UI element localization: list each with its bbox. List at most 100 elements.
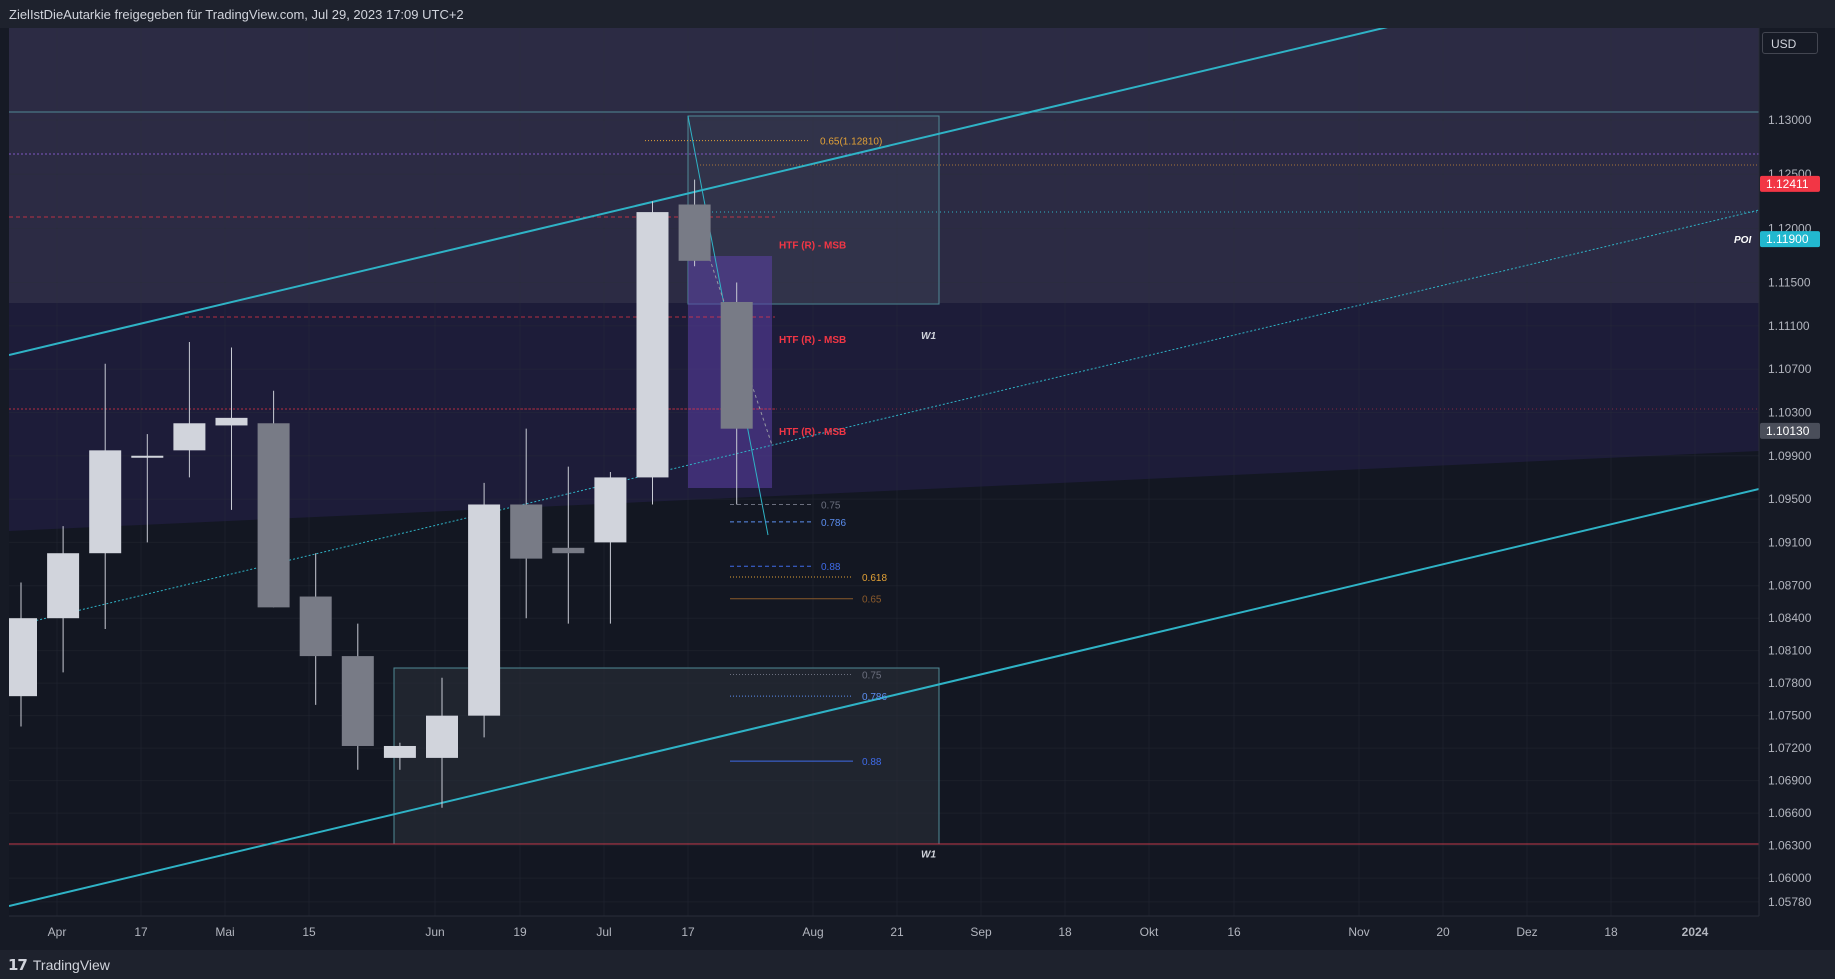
fib-level-label: 0.75 [821,500,841,511]
fib-level-label: 0.88 [821,562,841,573]
annotation-label: W1 [921,331,936,342]
price-label-text: 1.10130 [1766,424,1810,438]
fib-anchor-line-2 [699,229,773,446]
fib-level-label: 0.618 [862,573,887,584]
candle [468,482,501,738]
x-tick-label: 15 [302,925,316,939]
brand[interactable]: 𝟭𝟳 TradingView [8,956,110,974]
x-tick-label: Okt [1140,925,1159,939]
x-tick-label: 16 [1227,925,1241,939]
x-tick-label: 2024 [1682,925,1709,939]
fib-level-label: 0.786 [821,518,846,529]
annotation-label: HTF (R) - MSB [779,335,846,346]
candle-body [173,423,206,451]
annotation-label: POI [1734,235,1751,246]
candle-body [299,596,332,657]
x-tick-label: 19 [513,925,527,939]
candles [9,179,753,808]
candle [47,526,80,673]
candle [383,742,416,770]
annotation-label: HTF (R) - MSB [779,241,846,252]
fib-level-label: 0.65(1.12810) [820,137,882,148]
y-tick-label: 1.10300 [1768,405,1812,419]
price-label-text: 1.11900 [1766,232,1809,246]
y-tick-label: 1.07800 [1768,676,1812,690]
y-tick-label: 1.08700 [1768,579,1812,593]
candle [89,363,122,630]
channel-lower-line [9,488,1759,907]
candle-body [9,618,37,697]
candle-body [552,547,585,554]
y-tick-label: 1.06000 [1768,871,1812,885]
candle-body [594,477,627,543]
price-label-bg [1760,422,1820,439]
y-tick-label: 1.09100 [1768,535,1812,549]
price-label-text: 1.12411 [1766,177,1809,191]
supply-zone [9,303,1759,531]
fib-level-label: 0.88 [862,757,882,768]
candle [173,342,206,478]
fib-levels: 0.65(1.12810) 0.75 0.786 0.88 0.618 0.65 0.75 0… [645,137,887,768]
x-tick-label: Dez [1516,925,1537,939]
share-info: ZielIstDieAutarkie freigegeben für Tradi… [9,7,464,22]
y-tick-label: 1.06900 [1768,774,1812,788]
x-tick-label: 17 [134,925,148,939]
candle-body [131,455,164,458]
y-tick-label: 1.09500 [1768,492,1812,506]
candle [552,466,585,624]
candle-body [678,204,711,261]
y-tick-label: 1.10700 [1768,362,1812,376]
x-tick-label: Jul [596,925,611,939]
currency-button[interactable]: USD [1762,32,1818,54]
candle [299,553,332,705]
x-axis-panel [9,917,1759,950]
price-labels: 1.12411 1.11900 1.10130 [1760,175,1820,439]
candle-body [510,504,543,559]
candle-body [720,301,753,429]
y-tick-label: 1.05780 [1768,895,1812,909]
y-tick-label: 1.07500 [1768,709,1812,723]
candle-body [257,423,290,608]
price-label-bg [1760,231,1820,248]
brand-label: TradingView [32,957,110,973]
candle [131,434,164,543]
y-tick-label: 1.09900 [1768,449,1812,463]
x-tick-label: Nov [1348,925,1369,939]
x-tick-label: Apr [48,925,67,939]
candle [341,623,374,770]
candle-body [426,715,458,758]
x-tick-label: Mai [215,925,234,939]
fib-level-label: 0.75 [862,671,882,682]
annotation-label: W1 [921,849,936,860]
price-label: 1.12411 [1760,175,1820,192]
y-tick-label: 1.08100 [1768,644,1812,658]
y-tick-label: 1.11500 [1768,275,1811,289]
y-axis-ticks: 1.130001.125001.120001.115001.111001.107… [1768,113,1812,909]
x-axis-ticks: Apr 17 Mai 15 Jun 19 Jul 17 Aug 21 Sep 18 Okt 16 Nov 20… [48,925,1709,939]
candle [678,179,711,267]
candle-body [468,504,501,716]
candle [215,347,248,510]
candle [426,677,458,808]
candle [636,201,669,505]
x-tick-label: Sep [970,925,992,939]
candle-body [215,417,248,426]
x-tick-label: Aug [802,925,823,939]
annotations: HTF (R) - MSB HTF (R) - MSB HTF (R) - MSB W… [779,235,1751,860]
candle-body [341,656,374,746]
y-tick-label: 1.06600 [1768,806,1812,820]
fib-level-label: 0.65 [862,595,882,606]
fib-level-label: 0.786 [862,692,887,703]
price-label: 1.11900 [1760,231,1820,248]
candle-body [383,745,416,758]
y-tick-label: 1.07200 [1768,741,1812,755]
candle [720,282,753,505]
share-header: ZielIstDieAutarkie freigegeben für Tradi… [0,0,1835,28]
channel-upper-line [9,28,1388,356]
tradingview-logo-icon: 𝟭𝟳 [8,957,28,974]
x-tick-label: 21 [890,925,904,939]
candle [510,428,543,619]
candle-body [636,212,669,478]
y-tick-label: 1.13000 [1768,113,1812,127]
